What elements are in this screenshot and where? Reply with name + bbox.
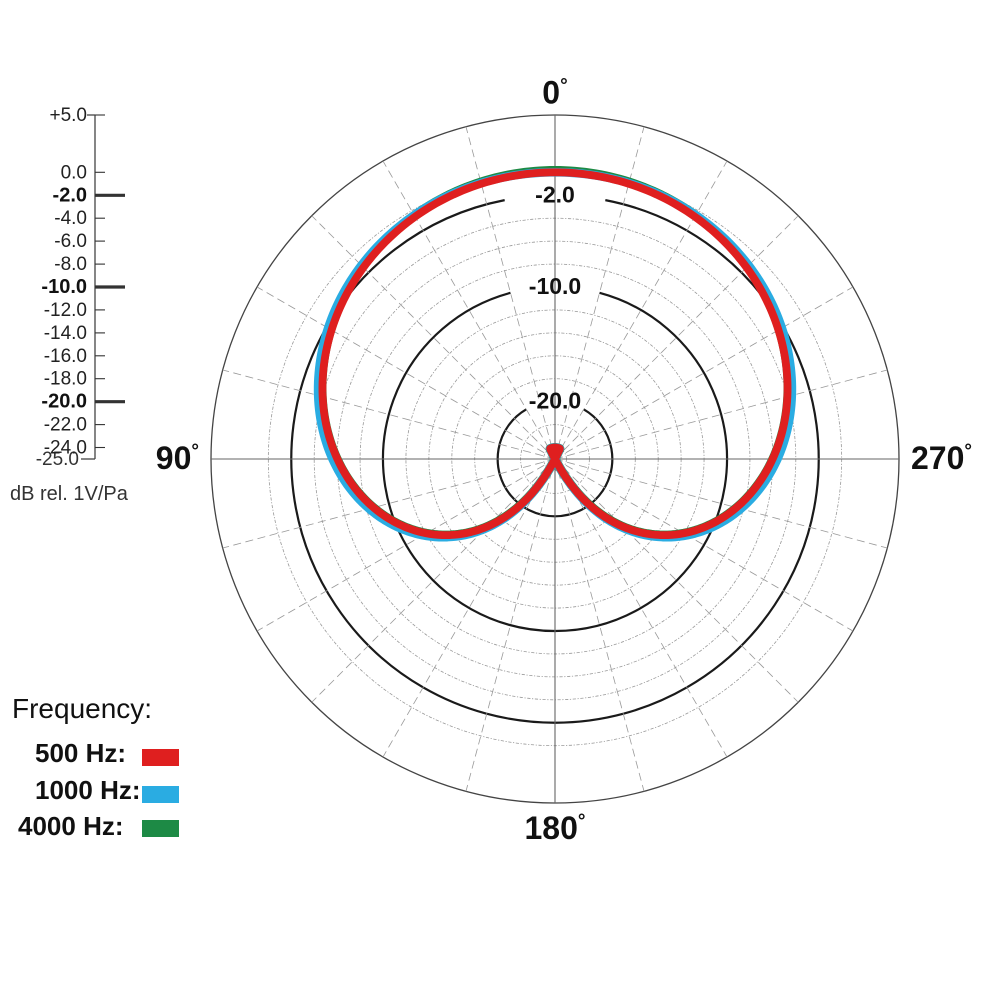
svg-text:+5.0: +5.0 (49, 105, 87, 126)
svg-text:-12.0: -12.0 (44, 300, 87, 321)
svg-text:0.0: 0.0 (61, 162, 87, 183)
svg-text:-24.0: -24.0 (44, 438, 87, 459)
svg-text:-22.0: -22.0 (44, 415, 87, 436)
svg-text:-2.0: -2.0 (53, 184, 87, 206)
svg-text:-8.0: -8.0 (54, 254, 87, 275)
svg-text:-6.0: -6.0 (54, 231, 87, 252)
svg-text:-18.0: -18.0 (44, 369, 87, 390)
svg-text:dB rel. 1V/Pa: dB rel. 1V/Pa (10, 483, 129, 505)
svg-text:-4.0: -4.0 (54, 208, 87, 229)
svg-text:-20.0: -20.0 (41, 391, 87, 413)
svg-text:-14.0: -14.0 (44, 323, 87, 344)
svg-text:-16.0: -16.0 (44, 346, 87, 367)
svg-text:-10.0: -10.0 (41, 276, 87, 298)
